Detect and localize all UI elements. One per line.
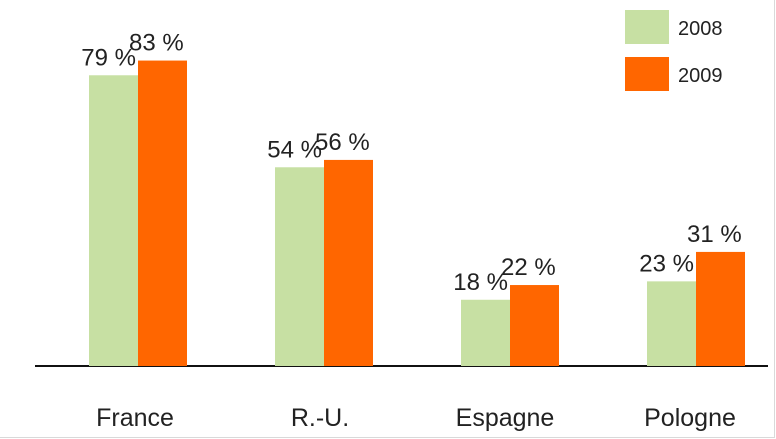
data-label: 31 %: [687, 221, 742, 248]
x-tick-label: Pologne: [644, 404, 736, 432]
data-label: 83 %: [129, 30, 184, 57]
bar-2008-pologne: [647, 281, 696, 366]
legend-swatch-2008: [625, 10, 669, 44]
data-label: 54 %: [267, 136, 322, 163]
bar-2009-r-u-: [324, 159, 373, 366]
legend-swatch-2009: [625, 57, 669, 91]
bar-2009-espagne: [510, 285, 559, 366]
bar-2009-pologne: [696, 251, 745, 366]
x-tick-label: Espagne: [456, 404, 555, 432]
bar-2008-espagne: [461, 299, 510, 366]
legend-label-2009: 2009: [678, 65, 723, 87]
data-label: 18 %: [453, 269, 508, 296]
bar-2008-r-u-: [275, 167, 324, 366]
data-label: 56 %: [315, 129, 370, 156]
x-tick-label: France: [96, 404, 174, 432]
bar-2009-france: [138, 60, 187, 367]
x-tick-label: R.-U.: [291, 404, 349, 432]
bar-2008-france: [89, 75, 138, 366]
data-label: 79 %: [81, 44, 136, 71]
data-label: 23 %: [639, 250, 694, 277]
data-label: 22 %: [501, 254, 556, 281]
legend-label-2008: 2008: [678, 18, 723, 40]
